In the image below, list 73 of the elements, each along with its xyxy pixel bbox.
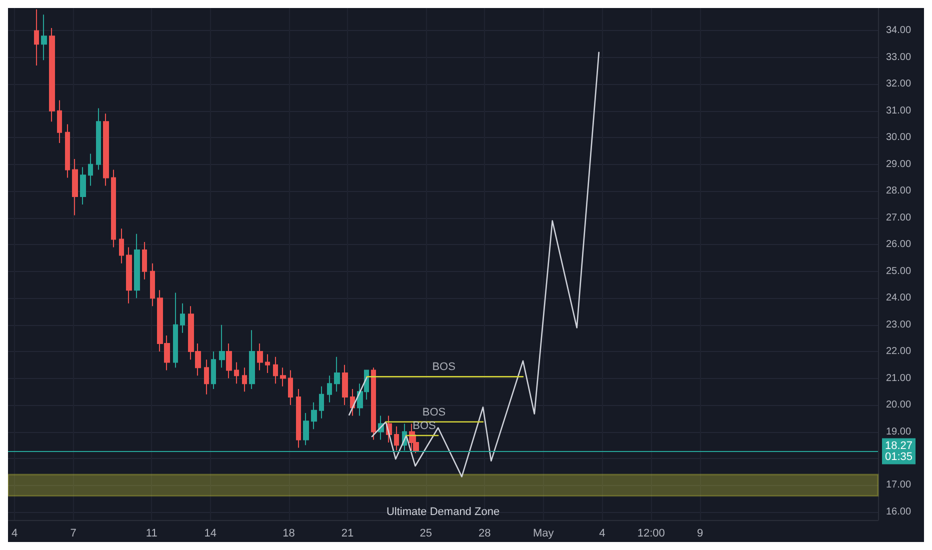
y-tick-label: 24.00 [886, 292, 912, 304]
candlestick [134, 233, 140, 299]
x-tick-label: 12:00 [637, 528, 665, 540]
candlestick [327, 375, 332, 403]
candlestick [249, 330, 255, 390]
y-tick-label: 31.00 [886, 105, 912, 116]
candlestick [226, 343, 232, 379]
candlestick [211, 351, 216, 390]
x-tick-label: 18 [282, 528, 295, 540]
y-tick-label: 25.00 [886, 266, 912, 277]
band-label: Ultimate Demand Zone [386, 506, 500, 518]
candlestick [119, 228, 124, 264]
candlestick [257, 343, 263, 371]
x-tick-label: 25 [420, 528, 432, 540]
x-tick-label: 4 [11, 528, 18, 540]
x-tick-label: May [532, 528, 554, 540]
y-tick-label: 21.00 [886, 372, 912, 384]
y-tick-label: 33.00 [886, 52, 912, 63]
y-tick-label: 34.00 [886, 25, 912, 36]
candlestick [111, 169, 116, 248]
y-tick-label: 16.00 [886, 506, 912, 518]
y-tick-label: 17.00 [886, 480, 912, 491]
candlestick [273, 356, 278, 384]
candlestick [96, 108, 101, 170]
candlestick [103, 113, 109, 186]
annotation: BOS [412, 420, 436, 432]
y-tick-label: 20.00 [886, 400, 912, 411]
candlestick [34, 8, 39, 66]
candlestick [334, 356, 340, 392]
candlestick [265, 354, 270, 374]
y-tick-label: 32.00 [886, 78, 912, 90]
candlestick [180, 302, 185, 334]
candlestick [41, 14, 47, 61]
y-tick-label: 29.00 [886, 158, 912, 170]
candlestick [150, 262, 155, 307]
candlestick [303, 412, 309, 446]
candlestick [88, 153, 93, 186]
candlestick [311, 402, 317, 430]
candlestick [142, 241, 147, 280]
ref-line-label: 18.27 [885, 440, 913, 452]
y-tick-label: 23.00 [886, 319, 912, 330]
y-tick-label: 30.00 [886, 132, 912, 144]
candlestick [72, 158, 78, 216]
candlestick [65, 124, 70, 178]
x-tick-label: 28 [478, 528, 491, 540]
text: 01:35 [885, 450, 913, 463]
y-tick-label: 19.00 [886, 426, 912, 438]
x-tick-label: 14 [204, 528, 217, 540]
candlestick [80, 166, 86, 206]
annotation: BOS [432, 361, 456, 374]
annotation: BOS [422, 406, 446, 418]
candlestick [234, 362, 239, 384]
x-tick-label: 21 [341, 528, 354, 540]
candlestick [288, 370, 293, 406]
x-tick-label: 4 [599, 528, 606, 540]
candlestick [296, 388, 301, 448]
y-tick-label: 28.00 [886, 186, 912, 197]
candlestick [242, 367, 247, 392]
candlestick [319, 386, 324, 419]
candlestick [204, 359, 209, 395]
y-tick-label: 27.00 [886, 212, 912, 224]
candlestick [173, 292, 178, 368]
candlestick [280, 367, 286, 387]
candlestick [342, 364, 348, 406]
candlestick [57, 100, 62, 144]
y-tick-label: 26.00 [886, 239, 912, 250]
candlestick [219, 324, 225, 368]
candlestick [49, 28, 55, 122]
candlestick [126, 246, 132, 304]
x-tick-label: 11 [146, 528, 158, 540]
x-tick-label: 9 [697, 528, 704, 540]
y-tick-label: 22.00 [886, 346, 912, 358]
x-tick-label: 7 [70, 528, 76, 540]
